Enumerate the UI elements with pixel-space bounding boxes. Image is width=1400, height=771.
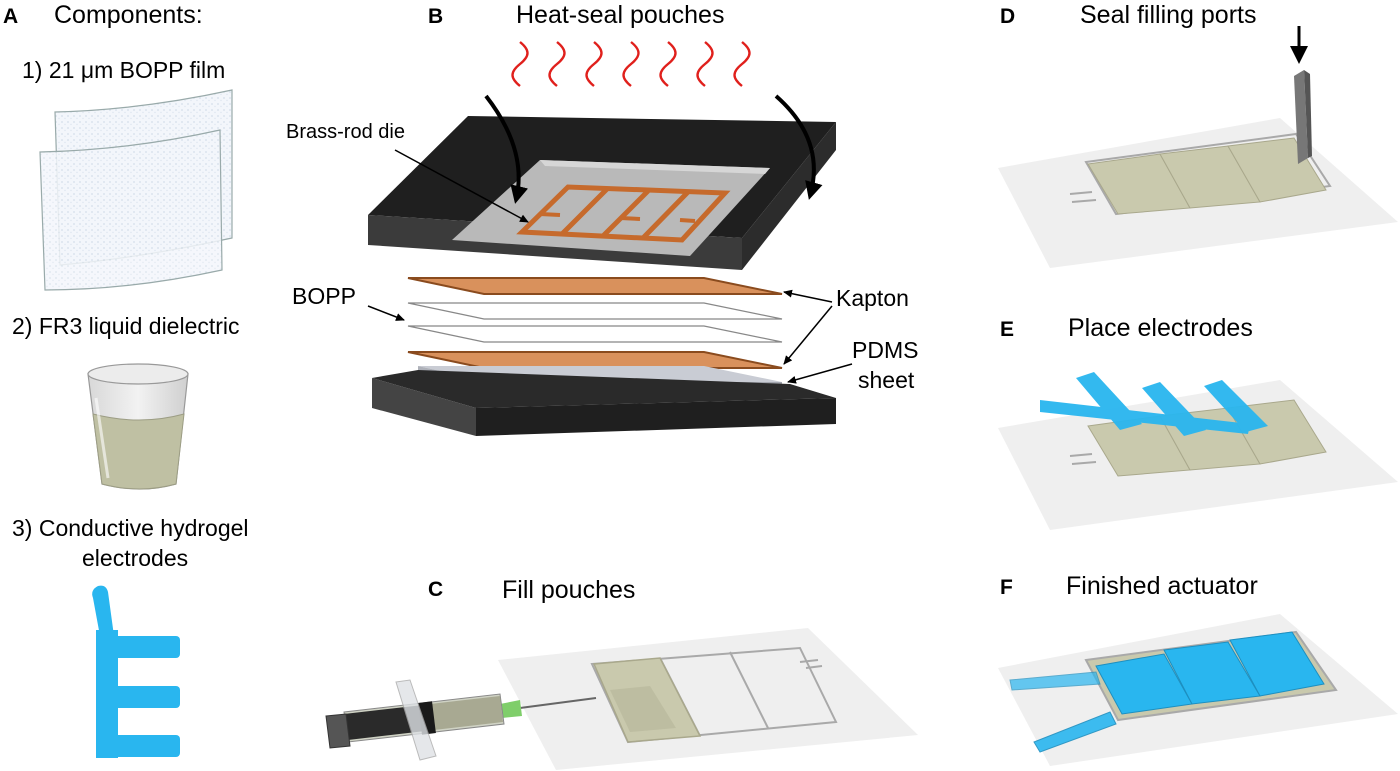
- rotate-arrow-right: [774, 94, 823, 200]
- hydrogel-electrode-shape: [92, 585, 180, 758]
- component-3-label: 3) Conductive hydrogel: [12, 515, 249, 541]
- panel-a: A Components: 1) 21 μm BOPP film 2) FR3 …: [3, 1, 249, 758]
- panel-f-letter: F: [1000, 576, 1013, 599]
- heated-rod: [1294, 70, 1312, 164]
- fr3-cup: [87, 363, 189, 490]
- bopp-layer-1: [407, 302, 783, 320]
- panel-c-letter: C: [428, 578, 443, 601]
- bopp-leader-line: [367, 305, 405, 321]
- kapton-leader-top: [783, 289, 833, 303]
- heat-waves: [511, 41, 751, 87]
- panel-c: C Fill pouches: [325, 576, 918, 770]
- panel-b-title: Heat-seal pouches: [516, 1, 724, 29]
- panel-d-letter: D: [1000, 5, 1015, 28]
- component-3-label-line2: electrodes: [82, 545, 188, 571]
- bopp-label: BOPP: [292, 283, 356, 309]
- kapton-layer-bottom: [407, 351, 783, 369]
- panel-e: E Place electrodes: [998, 314, 1398, 530]
- panel-e-letter: E: [1000, 318, 1014, 341]
- kapton-layer-top: [407, 277, 783, 295]
- brass-rod-die: [516, 184, 731, 243]
- panel-a-letter: A: [3, 5, 18, 28]
- pdms-label-line2: sheet: [858, 367, 915, 393]
- panel-e-title: Place electrodes: [1068, 314, 1253, 342]
- panel-d: D Seal filling ports: [998, 1, 1398, 268]
- panel-d-title: Seal filling ports: [1080, 1, 1256, 29]
- press-bottom: [372, 370, 836, 436]
- die-leader-line: [394, 149, 529, 223]
- hydrogel-electrodes-final: [1009, 631, 1325, 753]
- panel-f: F Finished actuator: [998, 572, 1398, 766]
- bopp-film-sheets: [39, 89, 233, 291]
- kapton-leader-bottom: [783, 305, 833, 365]
- component-1-label: 1) 21 μm BOPP film: [22, 57, 225, 83]
- panel-c-title: Fill pouches: [502, 576, 635, 604]
- pdms-leader-line: [787, 363, 853, 384]
- fill-base-film: [498, 628, 918, 770]
- hydrogel-electrode-placing: [1040, 372, 1268, 436]
- syringe: [325, 679, 597, 761]
- pdms-label-line1: PDMS: [852, 337, 918, 363]
- brass-rod-die-label: Brass-rod die: [286, 121, 405, 143]
- panel-b-letter: B: [428, 5, 443, 28]
- panel-b: B Heat-seal pouches: [286, 1, 918, 436]
- panel-f-title: Finished actuator: [1066, 572, 1258, 600]
- panel-a-title: Components:: [54, 1, 203, 29]
- rotate-arrow-left: [484, 94, 529, 204]
- bopp-layer-2: [407, 325, 783, 343]
- kapton-label: Kapton: [836, 285, 909, 311]
- component-2-label: 2) FR3 liquid dielectric: [12, 313, 240, 339]
